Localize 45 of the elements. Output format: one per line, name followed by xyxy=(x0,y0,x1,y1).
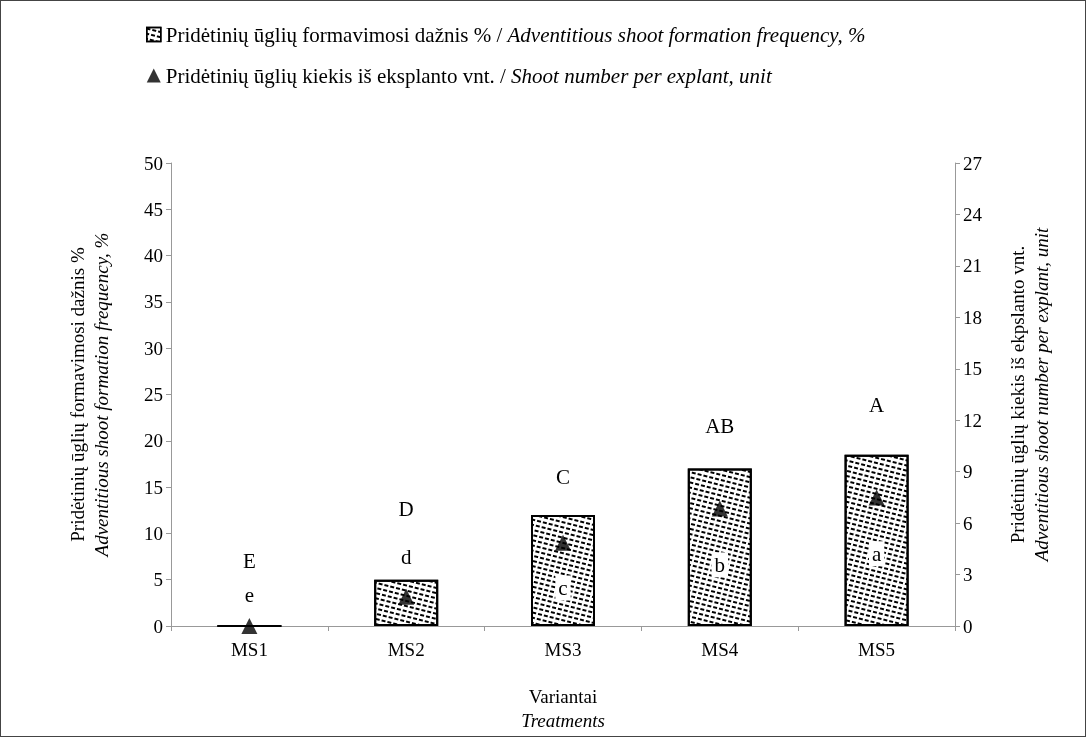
y-axis-title: Pridėtinių ūglių formavimosi dažnis % Adventitious shoot formation frequency, % xyxy=(66,232,112,559)
y-tick-label: 30 xyxy=(144,337,163,359)
annotation: d xyxy=(400,544,412,569)
y2-tick-label: 18 xyxy=(963,306,982,328)
y2-tick-label: 0 xyxy=(963,615,973,637)
x-tick-label: MS4 xyxy=(701,639,739,660)
x-tick-label: MS3 xyxy=(544,639,582,660)
y2-tick-label: 12 xyxy=(963,409,982,431)
point xyxy=(868,489,885,506)
annotation: b xyxy=(714,552,726,577)
y-tick-label: 15 xyxy=(144,476,163,498)
point xyxy=(711,500,728,517)
x-tick-label: MS5 xyxy=(858,639,896,660)
annotation: D xyxy=(398,497,414,522)
y-tick-label: 20 xyxy=(144,430,163,452)
point xyxy=(555,534,571,551)
legend-label: Pridėtinių ūglių kiekis iš eksplanto vnt. / Shoot number per explant, unit xyxy=(165,63,773,88)
x-tick-label: MS2 xyxy=(387,639,425,660)
y-tick-label: 5 xyxy=(153,569,163,591)
y-tick-label: 0 xyxy=(153,615,163,637)
y-tick-label: 45 xyxy=(144,198,163,220)
legend-label: Pridėtinių ūglių formavimosi dažnis % / Adventitious shoot formation frequency, % xyxy=(165,22,866,47)
y2-tick-label: 3 xyxy=(963,564,973,586)
point xyxy=(241,618,258,634)
y-tick-label: 35 xyxy=(144,291,163,313)
y-tick-label: 25 xyxy=(144,384,163,405)
x-tick-label: MS1 xyxy=(230,639,268,660)
annotation: c xyxy=(558,576,568,601)
y-tick-label: 50 xyxy=(144,152,163,174)
y2-tick-label: 21 xyxy=(963,255,982,277)
y2-tick-label: 6 xyxy=(963,512,973,534)
x-axis-title: Variantai Treatments xyxy=(521,685,605,731)
y2-tick-label: 27 xyxy=(963,152,982,174)
y2-tick-label: 15 xyxy=(963,358,982,380)
y-tick-label: 10 xyxy=(144,522,163,544)
annotation: A xyxy=(869,392,886,417)
annotation: C xyxy=(555,464,571,489)
annotation: AB xyxy=(705,413,735,438)
annotation: e xyxy=(244,583,255,608)
y2-tick-label: 24 xyxy=(963,203,983,225)
y2-tick-label: 9 xyxy=(963,461,973,483)
y-tick-label: 40 xyxy=(144,245,163,267)
annotation: a xyxy=(871,541,882,566)
annotation: E xyxy=(242,549,256,574)
y2-axis-title: Pridėtinių ūglių kiekis iš ekpslanto vnt. Adventitious shoot number per explant, unit xyxy=(1006,227,1052,564)
